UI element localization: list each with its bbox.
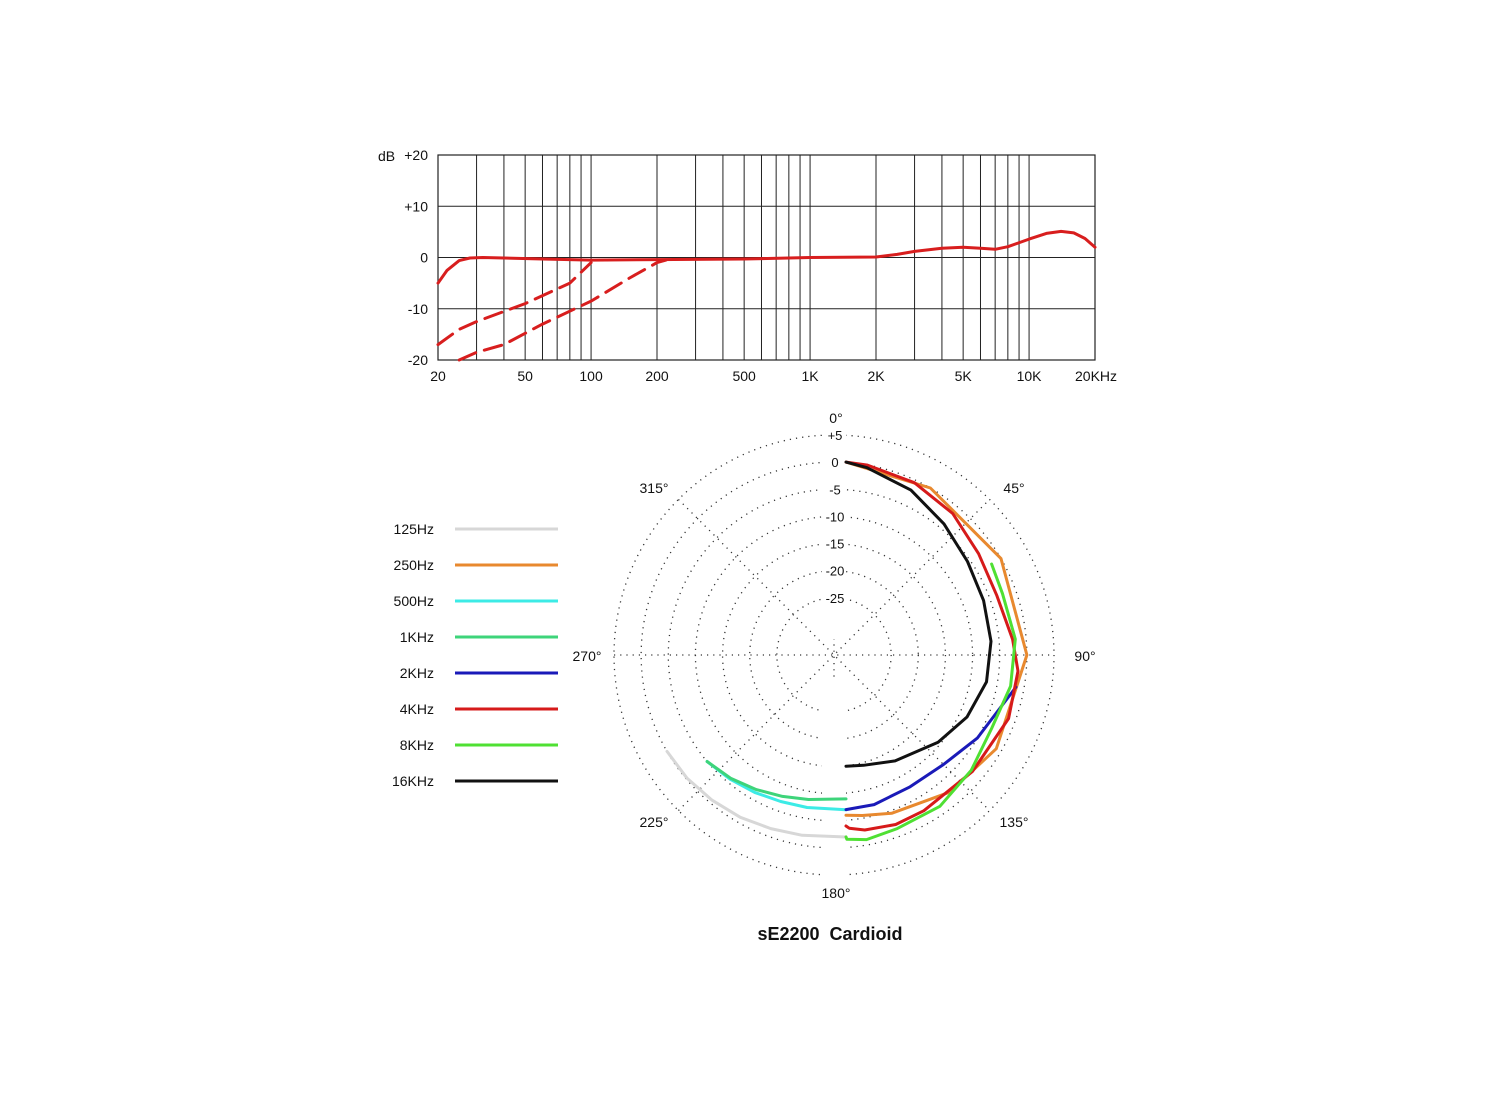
- x-tick-label: 20: [430, 368, 446, 384]
- x-tick-label: 200: [645, 368, 669, 384]
- polar-label-column: [822, 421, 846, 639]
- ring-label: -10: [826, 509, 845, 524]
- legend-label: 8KHz: [400, 737, 434, 753]
- polar-curve-16khz: [844, 460, 993, 768]
- angle-label: 0°: [829, 410, 842, 426]
- polar-spoke: [677, 498, 991, 812]
- legend-label: 4KHz: [400, 701, 434, 717]
- polar-curve-8khz: [844, 562, 1017, 842]
- frequency-response-curves: [436, 229, 1097, 362]
- angle-label: 225°: [640, 814, 669, 830]
- angle-label: 180°: [822, 885, 851, 901]
- response-curve: [436, 229, 1097, 285]
- angle-label: 270°: [573, 648, 602, 664]
- polar-spoke: [677, 498, 991, 812]
- polar-curve-1khz: [705, 760, 848, 801]
- y-tick-label: 0: [420, 250, 428, 266]
- polar-bottom-gap: [822, 680, 846, 885]
- x-tick-label: 100: [579, 368, 603, 384]
- polar-ring: [721, 542, 947, 768]
- polar-curve-125hz: [665, 749, 848, 839]
- angle-label: 90°: [1074, 648, 1095, 664]
- polar-curve-2khz: [844, 685, 1018, 812]
- polar-ring: [776, 597, 892, 713]
- x-tick-label: 10K: [1017, 368, 1043, 384]
- legend-label: 500Hz: [394, 593, 434, 609]
- x-tick-label: 5K: [955, 368, 973, 384]
- angle-label: 45°: [1003, 480, 1024, 496]
- x-tick-label: 1K: [802, 368, 820, 384]
- ring-label: 0: [831, 455, 838, 470]
- chart-caption: sE2200 Cardioid: [757, 924, 902, 944]
- y-tick-label: +20: [404, 147, 428, 163]
- legend-label: 2KHz: [400, 665, 434, 681]
- ring-label: -5: [829, 482, 841, 497]
- y-tick-label: -20: [408, 352, 428, 368]
- y-tick-label: +10: [404, 198, 428, 214]
- polar-ring: [667, 488, 1001, 822]
- polar-labels: +5 0 -5 -10 -15 -20 -25 0° 45° 90° 135° 180° 225° 270…: [573, 410, 1096, 901]
- x-tick-label: 2K: [867, 368, 885, 384]
- frequency-response-axis-labels: dB 20 50 100 200 500 1K 2K 5K 10K 20KHz +20 +10 0 -10…: [378, 147, 1117, 384]
- legend-label: 16KHz: [392, 773, 434, 789]
- angle-label: 315°: [640, 480, 669, 496]
- ring-label: -25: [826, 591, 845, 606]
- ring-label: -20: [826, 564, 845, 579]
- y-unit-label: dB: [378, 148, 395, 164]
- legend-label: 1KHz: [400, 629, 434, 645]
- angle-label: 135°: [1000, 814, 1029, 830]
- highpass-dashed-curve: [457, 258, 668, 362]
- x-tick-label: 500: [732, 368, 756, 384]
- ring-label: -15: [826, 537, 845, 552]
- polar-legend: 125Hz 250Hz 500Hz 1KHz 2KHz 4KHz 8KHz 16KHz: [392, 521, 558, 789]
- polar-curve-250hz: [844, 460, 1029, 817]
- polar-curve-4khz: [844, 460, 1020, 832]
- y-tick-label: -10: [408, 301, 428, 317]
- polar-curves: [665, 460, 1029, 842]
- ring-label: +5: [828, 428, 843, 443]
- legend-label: 125Hz: [394, 521, 434, 537]
- x-tick-label: 20KHz: [1075, 368, 1117, 384]
- highpass-dashed-curve: [436, 261, 593, 347]
- x-tick-label: 50: [517, 368, 533, 384]
- legend-label: 250Hz: [394, 557, 434, 573]
